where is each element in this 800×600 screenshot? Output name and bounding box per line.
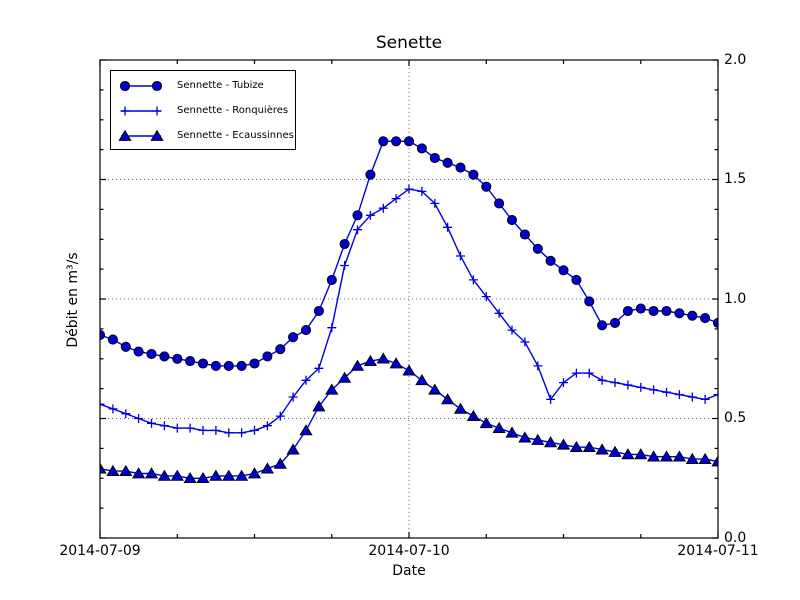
x-tick-label-2014-07-09: 2014-07-09 bbox=[59, 543, 141, 559]
plot-border bbox=[99, 59, 719, 539]
y-tick-label-0.5: 0.5 bbox=[724, 410, 747, 426]
x-tick-label-2014-07-10: 2014-07-10 bbox=[368, 543, 450, 559]
plus-marker-icon bbox=[120, 106, 162, 115]
legend-label: Sennette - Ronquières bbox=[177, 105, 289, 116]
legend-label: Sennette - Ecaussinnes bbox=[177, 130, 294, 141]
legend-item-tubize: Sennette - Tubize bbox=[111, 73, 295, 98]
x-axis-label: Date bbox=[392, 563, 426, 579]
triangle-marker-icon bbox=[118, 129, 164, 141]
y-tick-label-0.0: 0.0 bbox=[724, 530, 747, 546]
gridlines bbox=[100, 60, 718, 538]
y-tick-label-1.5: 1.5 bbox=[724, 171, 747, 187]
legend-label: Sennette - Tubize bbox=[177, 80, 264, 91]
chart-title: Senette bbox=[375, 33, 443, 53]
circle-marker-icon bbox=[119, 80, 163, 91]
y-tick-label-2.0: 2.0 bbox=[724, 52, 747, 68]
legend-item-ecaussinnes: Sennette - Ecaussinnes bbox=[111, 123, 295, 148]
legend-item-ronquieres: Sennette - Ronquières bbox=[111, 98, 295, 123]
y-tick-label-1.0: 1.0 bbox=[724, 291, 747, 307]
series-2 bbox=[100, 352, 718, 484]
y-axis-label: Débit en m³/s bbox=[65, 252, 81, 348]
x-tick-label-2014-07-11: 2014-07-11 bbox=[677, 543, 759, 559]
legend: Sennette - Tubize Sennette - Ronquières … bbox=[110, 70, 296, 150]
series-1 bbox=[100, 184, 718, 438]
series-0 bbox=[100, 136, 718, 371]
